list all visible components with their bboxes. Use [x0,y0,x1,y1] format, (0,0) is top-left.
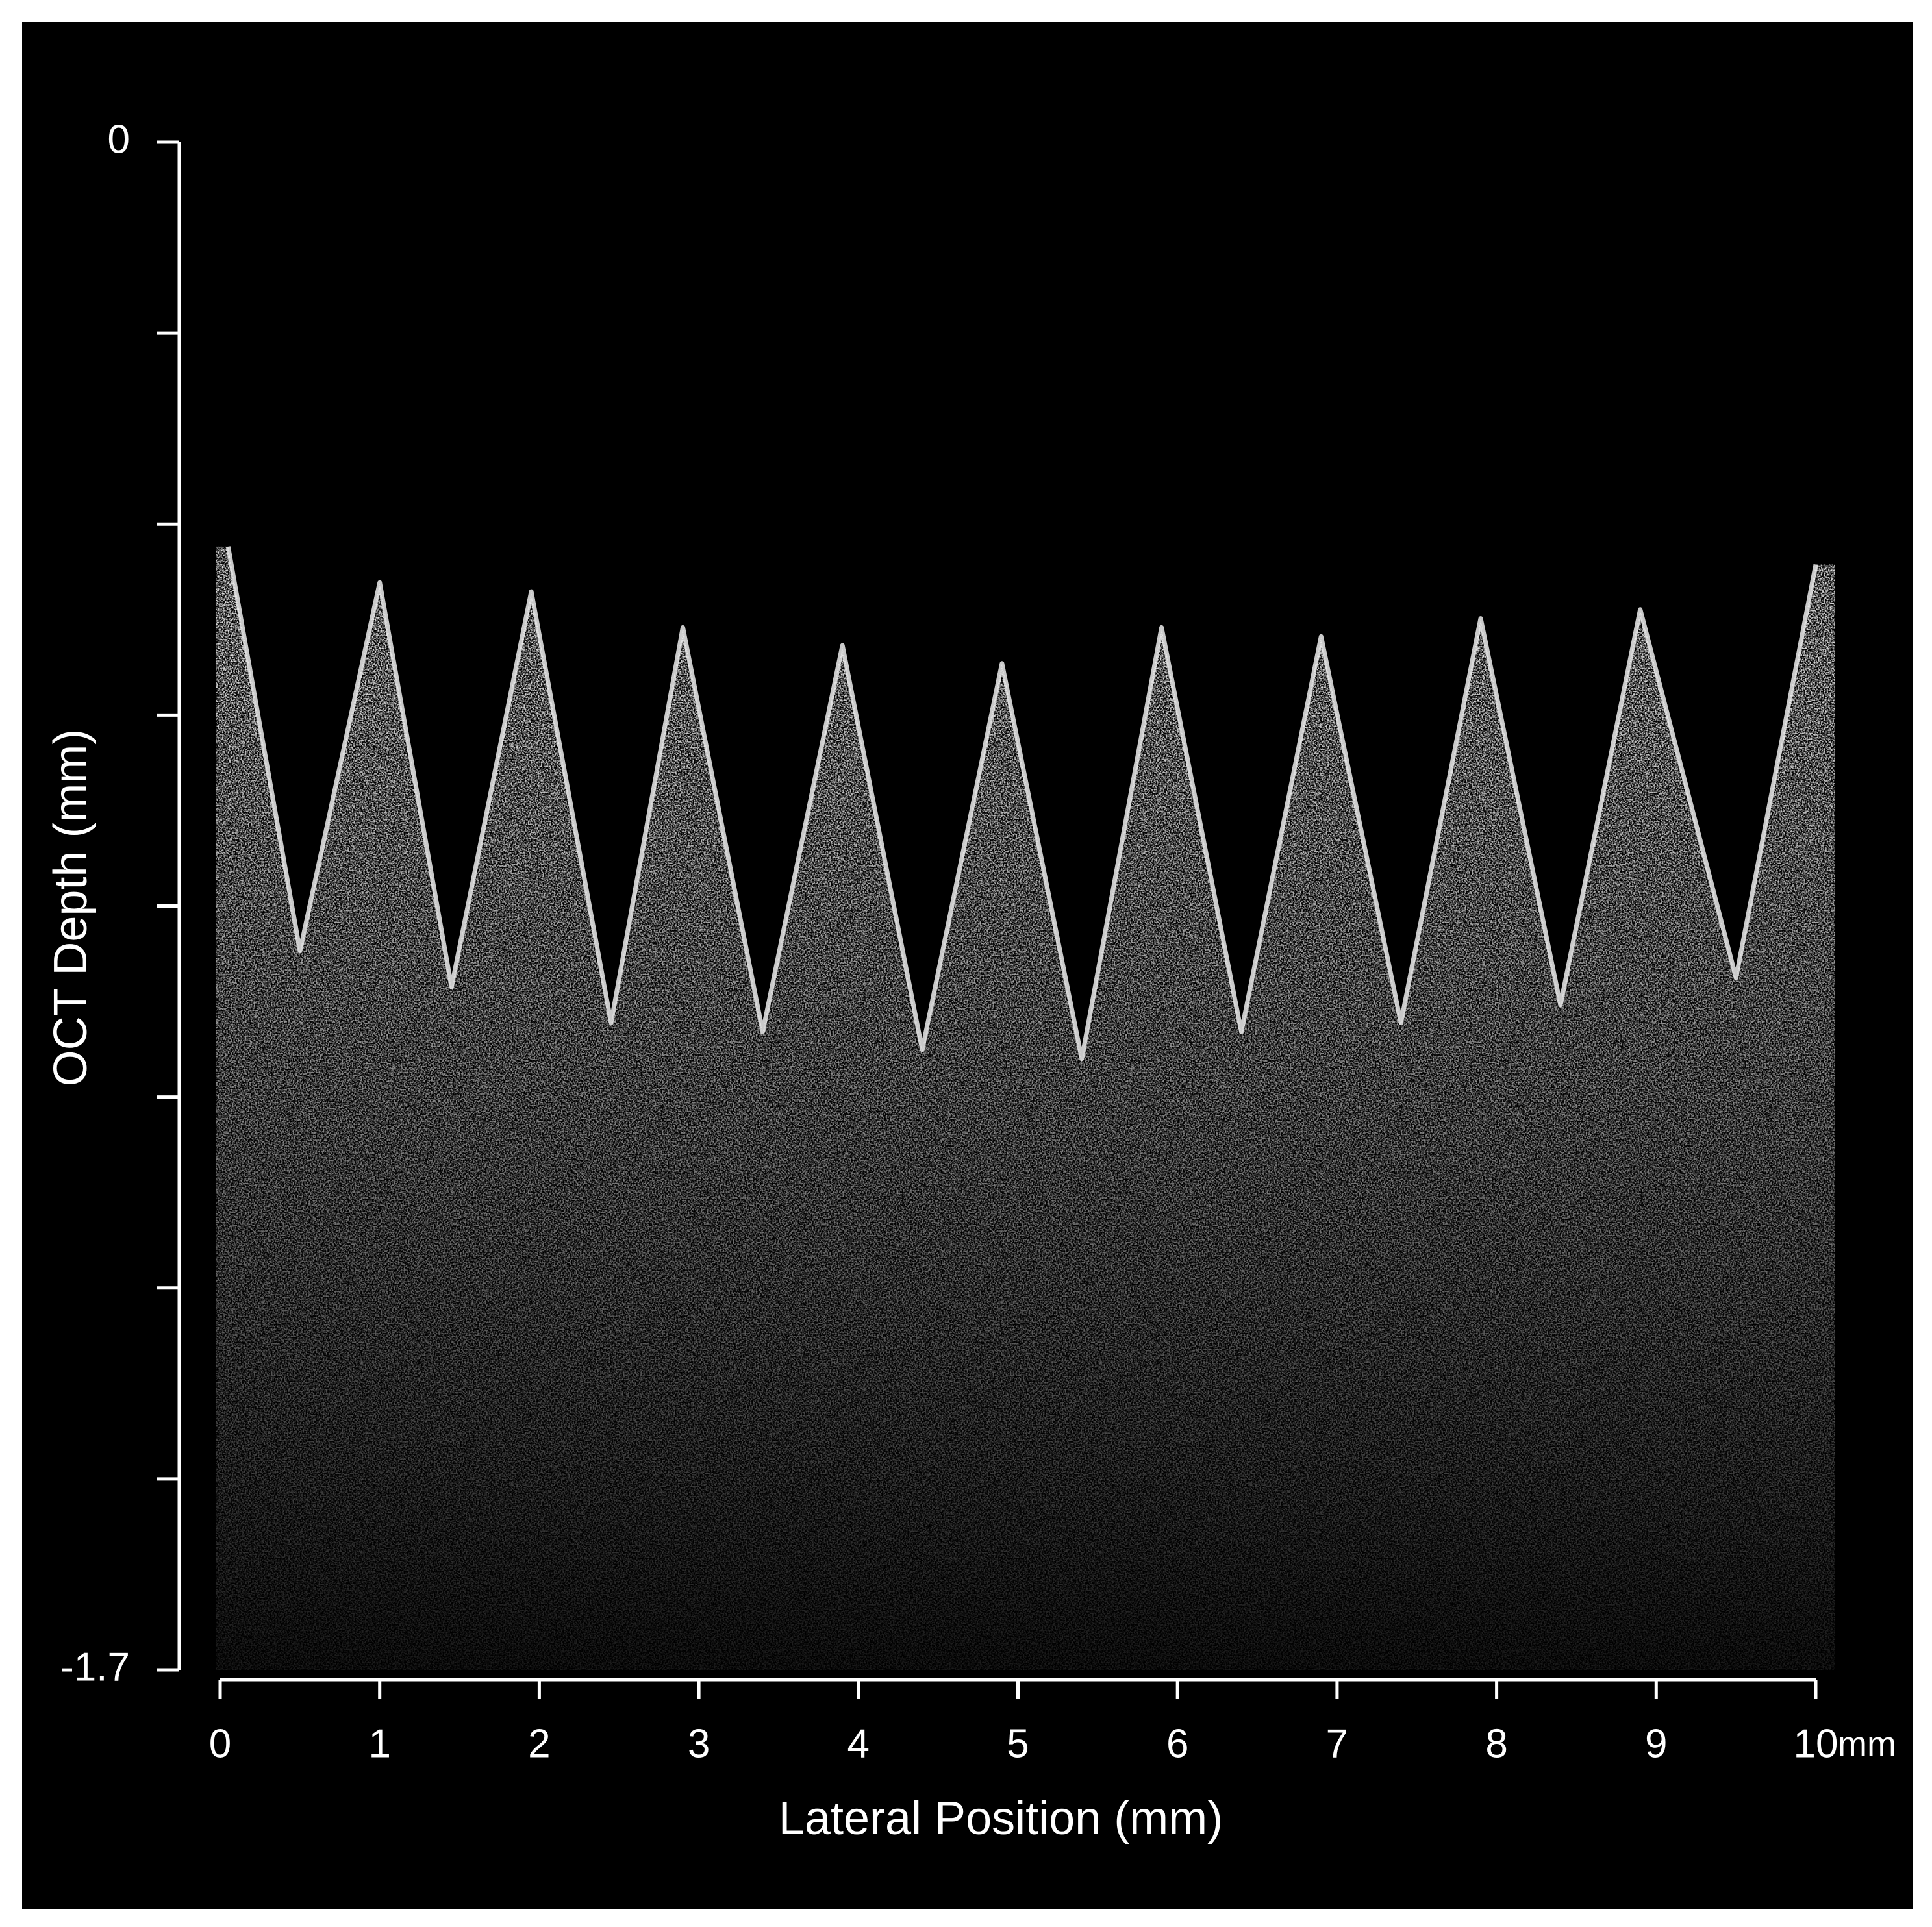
y-tick-label: -1.7 [60,1645,130,1689]
x-tick-label: 4 [847,1721,870,1766]
x-tick-label: 3 [688,1721,710,1766]
x-tick-label: 1 [368,1721,390,1766]
x-tick-label: 2 [528,1721,550,1766]
x-tick-label: 7 [1326,1721,1348,1766]
surface-line [225,546,1818,1062]
x-unit-label: mm [1838,1724,1896,1763]
tissue-area [216,546,1835,1670]
y-tick-label: 0 [108,117,130,162]
x-tick-label: 0 [209,1721,231,1766]
x-tick-label: 6 [1166,1721,1188,1766]
x-axis-label: Lateral Position (mm) [779,1793,1223,1845]
x-tick-label: 10 [1794,1721,1838,1766]
x-tick-label: 5 [1007,1721,1029,1766]
x-tick-label: 9 [1645,1721,1667,1766]
x-tick-label: 8 [1485,1721,1507,1766]
y-axis-label: OCT Depth (mm) [45,729,97,1087]
